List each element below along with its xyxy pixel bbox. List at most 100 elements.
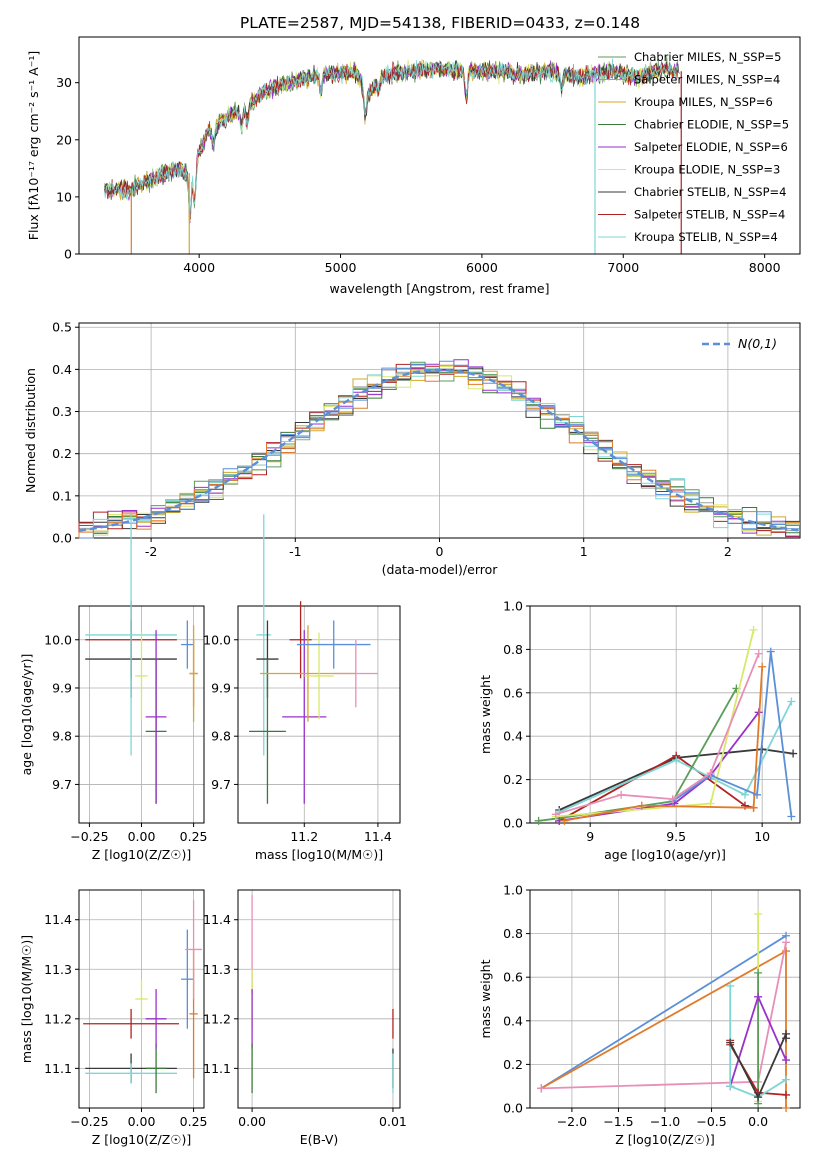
weight-vs-Z-marker [754,992,763,1001]
age-vs-mass-frame [237,605,401,824]
weight-vs-Z-line-7 [729,985,787,1099]
weight-vs-age-marker [787,697,796,706]
weight-vs-age-axes: 9 9.5 10 0.0 0.2 0.4 0.6 0.8 1.0 age [log10(age/y… [478,599,801,862]
mass-vs-Z-ytick-label: 11.3 [44,962,72,977]
weight-vs-age-marker [551,810,560,819]
mass-vs-Z-axes: −0.25 0.00 0.25 11.1 11.2 11.3 11.4 Z [log10(Z/… [19,889,208,1147]
weight-vs-age-line-6 [564,666,764,822]
spectrum-line-4 [104,60,679,224]
weight-vs-Z-marker [754,909,763,918]
legend-label: Salpeter ELODIE, N_SSP=6 [634,140,788,154]
mass-vs-EBV-xtick-label: 0.00 [238,1114,266,1129]
residuals-ytick-label: 0.1 [52,488,72,503]
weight-vs-age-ytick-label: 0.6 [503,685,523,700]
age-vs-Z-ytick-label: 9.7 [52,777,72,792]
weight-vs-Z-ylabel: mass weight [478,959,493,1038]
legend-label: Chabrier MILES, N_SSP=5 [634,50,781,64]
mass-vs-EBV-points [251,894,394,1094]
residual-histogram-9 [78,364,800,538]
spectrum-xtick-label: 6000 [466,260,498,275]
weight-vs-age-marker [749,625,758,634]
age-vs-Z-axes: −0.25 0.00 0.25 9.7 9.8 9.9 10.0 Z [log10(Z/Z☉)… [19,605,208,862]
spectrum-line-1 [104,60,679,214]
weight-vs-age-ytick-label: 1.0 [503,599,523,614]
spectrum-axes: 4000 5000 6000 7000 8000 0 10 20 30 [56,75,781,275]
mass-vs-Z-frame [78,889,205,1109]
age-vs-mass-points [249,514,378,804]
mass-vs-Z-xtick-label: 0.25 [180,1114,208,1129]
weight-vs-Z-marker [782,1034,791,1043]
spectrum-line-7 [104,60,679,220]
spectrum-ytick-label: 30 [56,75,72,90]
spectrum-line-8 [104,58,679,222]
spectrum-line-3 [104,60,679,215]
legend-label: Chabrier ELODIE, N_SSP=5 [634,118,789,132]
legend-label: Kroupa STELIB, N_SSP=4 [634,230,778,244]
weight-vs-Z-marker [782,938,791,947]
legend-label: Kroupa MILES, N_SSP=6 [634,95,773,109]
weight-vs-age-marker [637,801,646,810]
spectrum-series [104,56,682,254]
age-vs-mass-ytick-label: 9.7 [211,777,231,792]
spectrum-title: PLATE=2587, MJD=54138, FIBERID=0433, z=0… [240,14,640,32]
weight-vs-Z-marker [782,1075,791,1084]
weight-vs-age-series [534,625,798,825]
mass-vs-EBV-frame [237,889,401,1109]
weight-vs-age-xlabel: age [log10(age/yr)] [604,847,726,862]
weight-vs-Z-series [537,909,791,1112]
weight-vs-age-marker [740,790,749,799]
mass-vs-Z-ytick-label: 11.4 [44,912,72,927]
age-vs-Z-xlabel: Z [log10(Z/Z☉)] [92,847,192,862]
weight-vs-Z-marker [782,1104,791,1112]
residual-histogram-10 [79,360,800,539]
mass-vs-Z-ylabel: mass [log10(M/M☉)] [19,935,34,1063]
weight-vs-Z-ytick-label: 1.0 [503,883,523,898]
spectrum-line-6 [104,60,680,218]
mass-vs-EBV-ytick-label: 11.1 [203,1061,231,1076]
weight-vs-Z-ytick-label: 0.6 [503,970,523,985]
mass-vs-Z-xtick-label: 0.00 [128,1114,156,1129]
weight-vs-Z-frame [529,889,801,1109]
weight-vs-age-ytick-label: 0.0 [503,816,523,831]
age-vs-mass-xlabel: mass [log10(M/M☉)] [255,847,383,862]
residuals-xtick-label: -2 [145,544,157,559]
weight-vs-Z-line-0 [540,935,787,1090]
weight-vs-age-marker [758,662,767,671]
weight-vs-age-marker [560,816,569,825]
age-vs-Z-xtick-label: −0.25 [70,829,108,844]
weight-vs-Z-marker [782,1090,791,1099]
weight-vs-age-ytick-label: 0.4 [503,729,523,744]
age-vs-Z-xtick-label: 0.25 [180,829,208,844]
residuals-xtick-label: -1 [289,544,301,559]
residuals-legend-label: N(0,1) [738,336,777,351]
age-vs-Z-frame [78,605,205,824]
age-vs-mass-xtick-label: 11.4 [364,829,392,844]
mass-vs-EBV-ytick-label: 11.4 [203,912,231,927]
age-vs-Z-ytick-label: 9.9 [52,680,72,695]
weight-vs-Z-ytick-label: 0.8 [503,926,523,941]
spectrum-ytick-label: 0 [64,247,72,262]
mass-vs-Z-ytick-label: 11.1 [44,1061,72,1076]
mass-vs-EBV-ytick-label: 11.2 [203,1011,231,1026]
weight-vs-Z-xlabel: Z [log10(Z/Z☉)] [615,1132,715,1147]
weight-vs-Z-ytick-label: 0.4 [503,1013,523,1028]
spectrum-xtick-label: 5000 [325,260,357,275]
residuals-ytick-label: 0.2 [52,446,72,461]
age-vs-Z-ytick-label: 9.8 [52,729,72,744]
residuals-xtick-label: 1 [580,544,588,559]
weight-vs-age-marker [668,795,677,804]
spectrum-legend: Chabrier MILES, N_SSP=5 Salpeter MILES, N… [598,50,789,244]
age-vs-mass-xtick-label: 11.2 [290,829,318,844]
weight-vs-Z-xtick-label: −2.0 [557,1114,587,1129]
weight-vs-Z-xtick-label: −1.0 [650,1114,680,1129]
weight-vs-age-ylabel: mass weight [478,675,493,754]
weight-vs-Z-marker [782,1056,791,1065]
mass-vs-Z-ytick-label: 11.2 [44,1011,72,1026]
weight-vs-age-marker [617,790,626,799]
weight-vs-age-frame [529,605,801,824]
spectrum-ytick-label: 20 [56,132,72,147]
normal-reference-curve [78,368,801,532]
residuals-xlabel: (data-model)/error [382,562,499,577]
mass-vs-EBV-ytick-label: 11.3 [203,962,231,977]
weight-vs-Z-marker [754,968,763,977]
